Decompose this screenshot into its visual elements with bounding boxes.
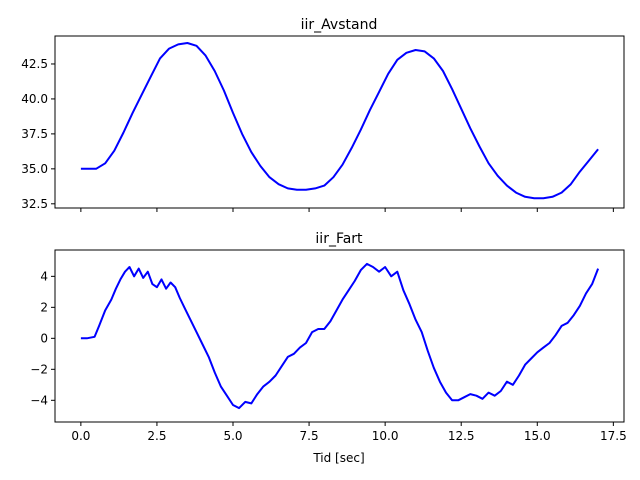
x-tick-label-6: 15.0: [524, 429, 551, 443]
y-tick-label-1-1: −2: [30, 362, 48, 376]
plot-frame-bottom: [54, 249, 625, 423]
chart-title-bottom: iir_Fart: [315, 231, 363, 247]
x-tick-label-7: 17.5: [600, 429, 627, 443]
x-tick-label-3: 7.5: [300, 429, 319, 443]
plot-frame-top: [54, 35, 625, 209]
x-tick-label-1: 2.5: [147, 429, 166, 443]
y-tick-label-1-4: 4: [40, 269, 48, 283]
x-tick-label-4: 10.0: [372, 429, 399, 443]
series-line-0-0: [80, 42, 599, 200]
y-tick-label-0-0: 32.5: [21, 197, 48, 211]
subplot-bottom: iir_Fart 0.0 2.5 5.0 7.5 10.0 12.5 15.0 17.5 −4 −…: [30, 231, 626, 465]
x-tick-label-0: 0.0: [71, 429, 90, 443]
y-tick-label-0-1: 35.0: [21, 162, 48, 176]
y-tick-label-0-3: 40.0: [21, 92, 48, 106]
series-line-1-0: [80, 262, 600, 410]
x-tick-label-2: 5.0: [223, 429, 242, 443]
x-tick-label-5: 12.5: [448, 429, 475, 443]
chart-title-top: iir_Avstand: [301, 17, 378, 33]
x-axis-label: Tid [sec]: [312, 451, 364, 465]
y-tick-label-1-0: −4: [30, 393, 48, 407]
y-tick-label-0-2: 37.5: [21, 127, 48, 141]
subplot-top: iir_Avstand 32.5 35.0 37.5 40.0 42.5: [21, 17, 625, 212]
y-tick-label-1-2: 0: [40, 331, 48, 345]
y-tick-label-0-4: 42.5: [21, 57, 48, 71]
y-tick-label-1-3: 2: [40, 300, 48, 314]
